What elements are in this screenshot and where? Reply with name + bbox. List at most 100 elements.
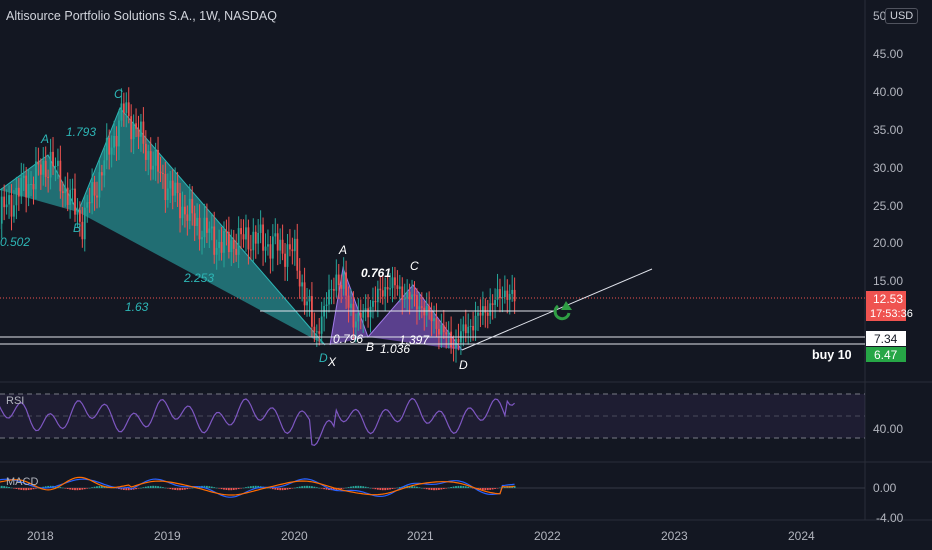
candle-body	[438, 328, 440, 335]
macd-bar	[296, 487, 299, 488]
macd-panel[interactable]: MACD 0.00 -4.00	[0, 476, 904, 525]
candle-body	[245, 227, 247, 240]
candle-body	[210, 226, 213, 229]
macd-bar	[86, 488, 89, 489]
candle-body	[37, 161, 40, 165]
candle-body	[20, 177, 23, 197]
candle-body	[298, 270, 301, 287]
candle-body	[179, 193, 181, 219]
macd-bar	[186, 488, 189, 490]
macd-bar	[381, 488, 384, 491]
candle-body	[27, 184, 30, 198]
rsi-panel[interactable]: RSI 40.00	[0, 393, 903, 446]
time-tick: 2020	[281, 529, 308, 543]
macd-bar	[323, 488, 326, 490]
macd-bar	[308, 485, 311, 488]
macd-bar	[479, 488, 482, 490]
candle-body	[74, 188, 76, 215]
candle-body	[354, 321, 357, 328]
candle-body	[362, 310, 365, 318]
candle-body	[113, 135, 115, 148]
left-ratio-1: 1.793	[66, 125, 96, 139]
macd-bar	[420, 487, 423, 489]
macd-bar	[227, 488, 230, 491]
candle-body	[372, 300, 374, 307]
candle-body	[391, 277, 394, 289]
macd-bar	[396, 487, 399, 489]
macd-bar	[120, 488, 123, 490]
candle-body	[125, 102, 128, 113]
macd-bar	[59, 487, 62, 488]
current-price-value: 12.53	[873, 292, 903, 306]
candle-body	[435, 318, 438, 329]
macd-bar	[98, 485, 101, 488]
macd-bar	[445, 488, 448, 489]
candle-body	[332, 289, 335, 291]
price-axis[interactable]: 50.00 45.00 40.00 35.00 30.00 25.00 20.0…	[873, 9, 903, 288]
macd-bar	[157, 486, 159, 488]
candle-body	[269, 244, 272, 259]
candle-body	[83, 207, 86, 240]
macd-bar	[276, 488, 279, 491]
macd-bar	[389, 488, 391, 490]
macd-bar	[315, 487, 318, 488]
macd-bar	[352, 486, 355, 488]
price-tick: 20.00	[873, 236, 903, 250]
macd-bar	[76, 488, 79, 491]
candle-body	[103, 160, 106, 176]
candle-body	[110, 147, 113, 155]
candle-body	[140, 121, 142, 137]
candle-body	[447, 331, 450, 335]
candle-body	[152, 165, 155, 170]
candle-body	[457, 338, 460, 343]
left-point-d: D	[319, 351, 328, 365]
macd-bar	[191, 487, 194, 489]
macd-bar	[100, 485, 103, 488]
macd-bar	[289, 488, 291, 490]
candle-body	[44, 160, 47, 177]
macd-bar	[484, 488, 487, 491]
candle-body	[42, 160, 45, 175]
candle-body	[267, 244, 269, 247]
macd-bar	[306, 485, 308, 488]
time-axis[interactable]: 2018 2019 2020 2021 2022 2023 2024	[27, 529, 815, 543]
currency-selector[interactable]: USD	[885, 8, 919, 24]
macd-bar	[257, 485, 260, 488]
rsi-tick: 40.00	[873, 422, 903, 436]
candle-body	[494, 299, 496, 305]
macd-bar	[398, 487, 401, 488]
candle-body	[91, 182, 94, 204]
candle-body	[39, 164, 42, 175]
candle-body	[262, 224, 264, 251]
candle-body	[503, 290, 506, 298]
macd-bar	[364, 486, 367, 488]
macd-bar	[213, 487, 216, 488]
macd-bar	[64, 488, 67, 489]
candle-body	[479, 312, 482, 316]
candle-body	[357, 312, 360, 322]
candle-body	[213, 226, 216, 255]
macd-bar	[384, 488, 387, 491]
candle-body	[52, 151, 54, 167]
candle-body	[130, 116, 133, 140]
left-point-a: A	[40, 132, 49, 146]
macd-bar	[267, 487, 269, 489]
candle-body	[271, 236, 274, 259]
candle-body	[69, 189, 72, 205]
macd-bar	[169, 488, 172, 490]
right-ratio-4: 1.397	[399, 333, 430, 347]
candle-body	[337, 274, 340, 285]
candle-body	[86, 202, 89, 208]
macd-bar	[281, 488, 284, 491]
macd-bar	[452, 486, 455, 488]
macd-bar	[269, 488, 272, 489]
candle-body	[274, 233, 277, 237]
macd-bar	[416, 486, 418, 488]
candle-body	[499, 289, 501, 299]
candle-body	[196, 217, 199, 226]
macd-bar	[486, 488, 489, 491]
macd-bar	[303, 485, 306, 488]
macd-bar	[447, 487, 450, 489]
macd-bar	[386, 488, 389, 490]
